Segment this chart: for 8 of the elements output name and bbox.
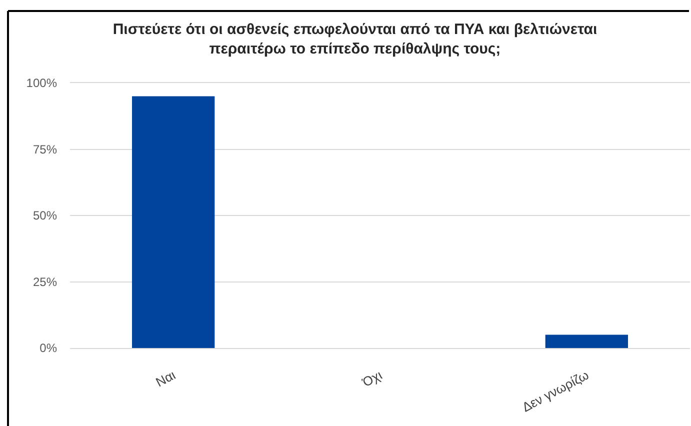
y-tick-label: 25% (32, 274, 58, 289)
x-tick-label: Όχι (359, 367, 385, 390)
x-tick-label: Ναι (153, 367, 178, 390)
y-tick-label: 0% (40, 341, 58, 356)
y-tick-label: 100% (26, 76, 58, 90)
y-tick-label: 50% (32, 208, 58, 223)
chart-title: Πιστεύετε ότι οι ασθενείς επωφελούνται από τα ΠΥΑ και βελτιώνεται περαιτέρω το επίπεδο περίθαλψης τους; (112, 21, 598, 58)
y-tick-label: 75% (32, 142, 58, 156)
